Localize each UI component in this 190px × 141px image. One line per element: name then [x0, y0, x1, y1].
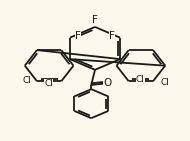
Text: Cl: Cl [160, 78, 169, 87]
Text: F: F [109, 31, 115, 41]
Text: F: F [75, 31, 81, 41]
Text: Cl: Cl [44, 79, 53, 88]
Text: Cl: Cl [22, 76, 31, 85]
Text: Cl: Cl [136, 75, 145, 84]
Text: F: F [92, 15, 98, 25]
Text: O: O [103, 78, 112, 88]
